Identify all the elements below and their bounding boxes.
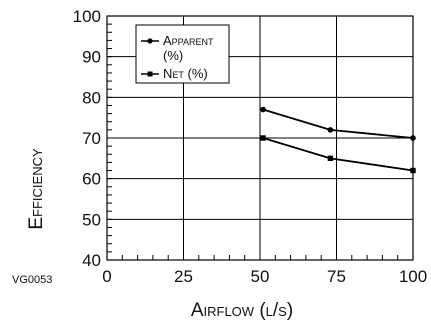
legend-net-label: Net (%)	[163, 66, 208, 81]
data-point-net	[327, 155, 334, 162]
legend-apparent-marker	[147, 38, 153, 44]
legend-box	[135, 24, 230, 84]
y-tick-label: 60	[82, 170, 101, 189]
x-tick-label: 50	[251, 267, 270, 286]
figure-code: VG0053	[12, 274, 52, 286]
series-line-apparent	[262, 108, 414, 139]
x-tick-label: 25	[174, 267, 193, 286]
y-tick-label: 40	[82, 251, 101, 270]
minor-ticks	[106, 15, 414, 261]
x-tick-label: 100	[399, 267, 427, 286]
x-axis-title: Airflow (l/s)	[191, 300, 293, 321]
data-point-net	[410, 167, 416, 174]
y-tick-label: 50	[82, 210, 101, 229]
legend: Apparent (%) Net (%)	[135, 24, 230, 84]
y-tick-labels: 40 50 60 70 80 90 100	[73, 7, 101, 270]
x-tick-label: 75	[327, 267, 346, 286]
data-point-apparent	[260, 106, 266, 113]
y-axis-title: Efficiency	[26, 148, 47, 230]
data-point-apparent	[327, 127, 334, 133]
y-tick-label: 90	[82, 48, 101, 67]
data-point-apparent	[410, 135, 416, 141]
series-line-net	[262, 137, 414, 172]
y-tick-label: 100	[73, 7, 101, 26]
legend-net-marker	[147, 71, 153, 77]
data-point-net	[260, 135, 266, 141]
y-tick-label: 80	[82, 88, 101, 107]
x-tick-labels: 0 25 50 75 100	[102, 267, 427, 286]
y-tick-label: 70	[82, 129, 101, 148]
series-layer	[260, 106, 416, 174]
x-tick-label: 0	[102, 267, 111, 286]
legend-apparent-unit: (%)	[163, 48, 183, 63]
legend-apparent-label: Apparent	[163, 33, 214, 48]
